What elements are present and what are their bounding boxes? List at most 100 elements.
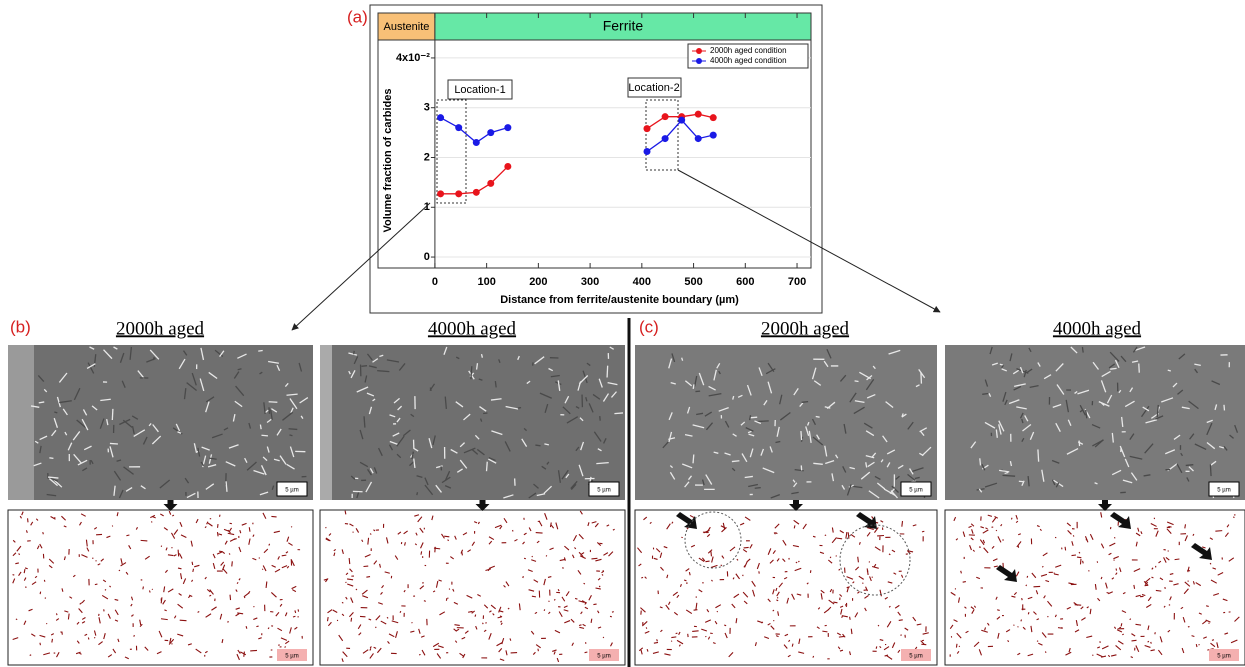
- binary-texture: [243, 592, 250, 598]
- sem-texture: [747, 430, 752, 434]
- binary-texture: [102, 579, 107, 583]
- binary-texture: [1222, 598, 1228, 602]
- binary-texture: [1122, 633, 1124, 636]
- binary-texture: [577, 569, 582, 575]
- sem-texture: [662, 441, 669, 449]
- sem-image: [320, 345, 625, 500]
- sem-texture: [713, 369, 717, 381]
- binary-texture: [23, 620, 27, 626]
- sem-texture: [1016, 406, 1027, 410]
- sem-texture: [745, 427, 754, 432]
- sem-texture: [201, 446, 210, 451]
- binary-texture: [746, 558, 751, 563]
- binary-texture: [139, 619, 142, 626]
- sem-texture: [888, 349, 901, 355]
- location-box: [436, 99, 467, 204]
- binary-texture: [817, 607, 821, 610]
- binary-texture: [107, 613, 111, 619]
- sem-texture: [72, 431, 81, 441]
- binary-texture: [956, 650, 960, 654]
- binary-texture: [864, 607, 867, 612]
- binary-texture: [229, 538, 236, 542]
- sem-texture: [58, 372, 68, 383]
- binary-texture: [578, 551, 584, 558]
- sem-texture: [148, 423, 152, 427]
- binary-texture: [1016, 541, 1022, 548]
- binary-texture: [414, 543, 418, 546]
- binary-texture: [500, 622, 503, 626]
- binary-texture: [550, 524, 555, 529]
- binary-texture: [1071, 541, 1074, 546]
- binary-texture: [388, 633, 395, 638]
- sem-texture: [1029, 385, 1039, 388]
- sem-texture: [365, 481, 373, 493]
- binary-texture: [970, 606, 975, 610]
- binary-texture: [864, 594, 869, 599]
- binary-texture: [578, 600, 585, 603]
- binary-texture: [173, 554, 177, 557]
- sem-texture: [1114, 359, 1120, 369]
- binary-texture: [345, 572, 349, 576]
- binary-texture: [162, 599, 166, 605]
- sem-texture: [455, 401, 464, 408]
- data-point: [455, 124, 463, 132]
- sem-texture: [488, 458, 497, 464]
- binary-texture: [229, 594, 232, 601]
- data-point: [643, 148, 651, 156]
- binary-texture: [743, 565, 746, 568]
- binary-texture: [552, 649, 557, 652]
- binary-texture: [1113, 626, 1117, 629]
- binary-texture: [261, 568, 264, 571]
- sem-texture: [237, 353, 247, 359]
- binary-texture: [1163, 557, 1167, 563]
- binary-texture: [173, 615, 177, 619]
- sem-texture: [1106, 394, 1113, 404]
- down-arrow: [1098, 500, 1112, 511]
- binary-texture: [535, 644, 541, 649]
- binary-texture: [497, 616, 502, 619]
- binary-texture: [1145, 603, 1152, 608]
- sem-texture: [1004, 399, 1008, 406]
- sem-texture: [364, 375, 368, 383]
- sem-texture: [424, 484, 434, 496]
- binary-texture: [139, 623, 143, 627]
- binary-texture: [81, 621, 86, 624]
- sem-texture: [1110, 367, 1117, 370]
- sem-texture: [268, 401, 278, 403]
- binary-texture: [581, 600, 587, 604]
- sem-texture: [1141, 405, 1150, 418]
- binary-texture: [971, 529, 974, 534]
- binary-texture: [1010, 517, 1013, 520]
- binary-texture: [350, 617, 353, 622]
- binary-texture: [487, 569, 490, 572]
- binary-texture: [816, 626, 820, 630]
- binary-texture: [544, 512, 548, 520]
- sem-texture: [1019, 412, 1024, 419]
- binary-texture: [559, 558, 566, 562]
- binary-texture: [378, 602, 383, 605]
- binary-texture: [1115, 645, 1122, 651]
- binary-texture: [503, 517, 508, 524]
- binary-texture: [797, 560, 800, 563]
- binary-texture: [1036, 525, 1040, 528]
- binary-texture: [772, 609, 775, 612]
- binary-texture: [355, 588, 358, 591]
- binary-texture: [31, 581, 37, 585]
- binary-texture: [837, 646, 841, 650]
- binary-texture: [879, 639, 884, 641]
- sem-texture: [1194, 368, 1199, 374]
- sem-texture: [288, 428, 298, 431]
- sem-texture: [1021, 418, 1024, 424]
- sem-texture: [588, 403, 594, 413]
- binary-texture: [461, 551, 463, 556]
- binary-texture: [841, 616, 843, 618]
- binary-texture: [61, 515, 67, 521]
- binary-texture: [1100, 512, 1103, 518]
- binary-texture: [386, 616, 389, 619]
- sem-texture: [597, 448, 602, 452]
- binary-texture: [454, 640, 458, 643]
- sem-texture: [1206, 441, 1216, 450]
- binary-texture: [1026, 575, 1029, 578]
- binary-texture: [528, 527, 532, 532]
- binary-texture: [907, 550, 914, 553]
